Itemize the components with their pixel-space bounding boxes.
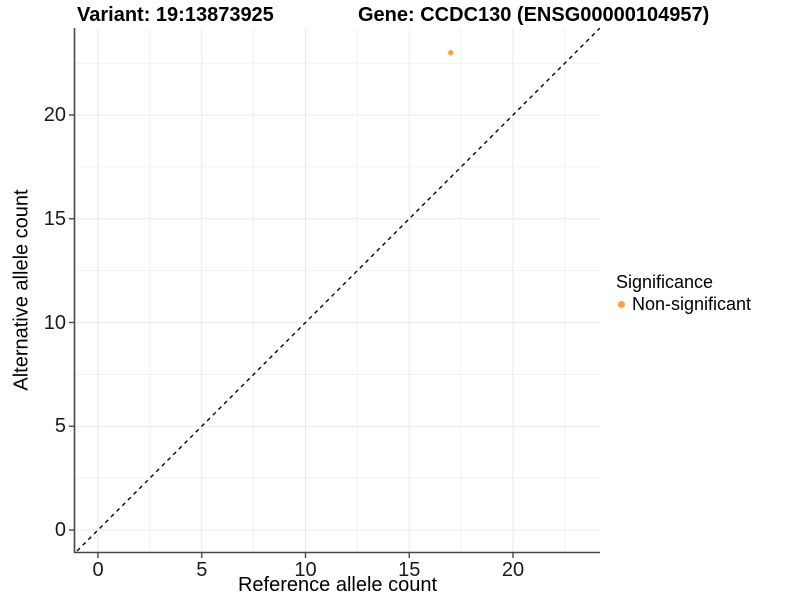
variant-title: Variant: 19:13873925 [77,4,274,26]
panel-grid [75,28,600,552]
non-significant-dot-icon [618,300,625,308]
x-tick-label: 10 [294,559,317,581]
legend-item-non-significant: Non-significant [613,293,751,315]
identity-line [75,28,600,552]
y-tick-label: 20 [43,104,66,126]
x-tick-label: 0 [92,559,104,581]
data-point [448,50,454,56]
y-tick-label: 0 [54,519,66,541]
y-tick-label: 5 [54,415,66,438]
y-tick-label: 15 [43,207,66,230]
x-tick-label: 20 [501,559,525,581]
y-tick-label: 10 [43,311,66,334]
legend-item-label: Non-significant [632,294,752,314]
legend-title: Significance [616,272,714,292]
x-tick-label: 5 [196,559,208,581]
gene-title: Gene: CCDC130 (ENSG00000104957) [358,4,710,26]
x-axis-title: Reference allele count [237,574,437,596]
legend: Significance Non-significant [613,271,751,315]
x-tick-label: 15 [398,559,421,581]
